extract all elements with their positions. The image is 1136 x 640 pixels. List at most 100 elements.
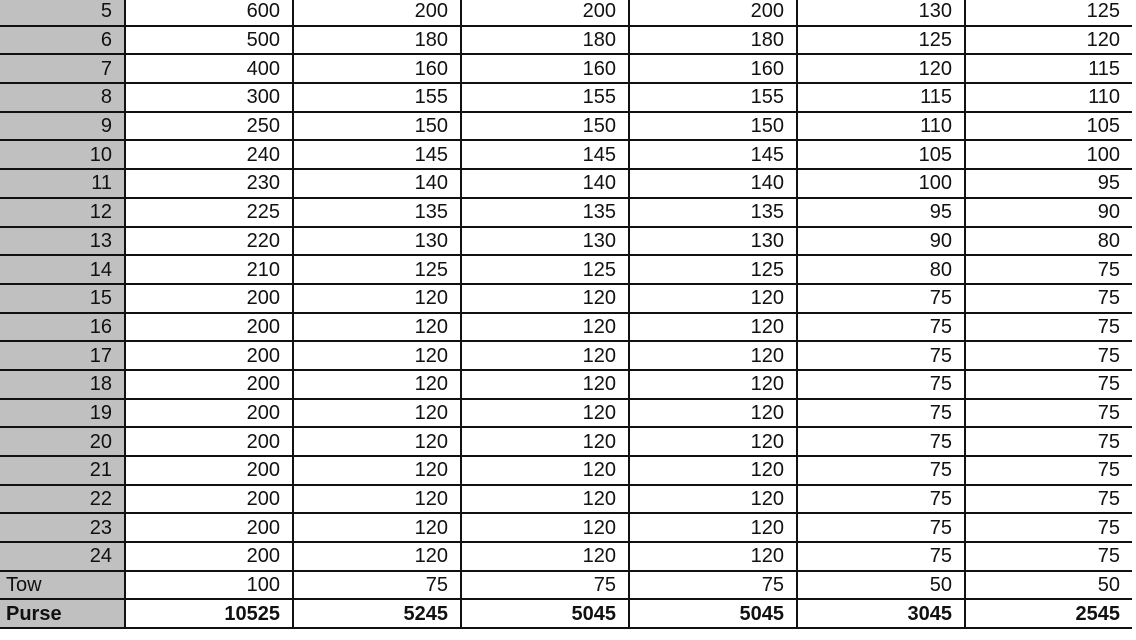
table-row: 20 200 120 120 120 75 75 — [0, 426, 1132, 457]
table-cell: 600 — [124, 0, 294, 27]
table-cell: 145 — [628, 139, 798, 171]
table-row: 9 250 150 150 150 110 105 — [0, 110, 1132, 142]
table-cell: 180 — [460, 24, 630, 56]
table-cell: 230 — [124, 168, 294, 199]
table-cell: 120 — [292, 368, 462, 400]
table-cell: 120 — [460, 368, 630, 400]
table-cell: 75 — [796, 282, 966, 314]
table-cell: 120 — [628, 282, 798, 314]
table-row: 13 220 130 130 130 90 80 — [0, 225, 1132, 257]
table-cell: 120 — [292, 541, 462, 572]
table-cell: 75 — [964, 340, 1132, 371]
table-cell: 120 — [292, 340, 462, 371]
table-cell: 200 — [124, 512, 294, 544]
table-cell: 180 — [628, 24, 798, 56]
table-cell: 75 — [964, 541, 1132, 572]
row-label: 12 — [0, 196, 126, 228]
table-row: 8 300 155 155 155 115 110 — [0, 82, 1132, 113]
row-label: 10 — [0, 139, 126, 171]
table-cell: 95 — [796, 196, 966, 228]
table-cell: 250 — [124, 110, 294, 142]
table-row: 17 200 120 120 120 75 75 — [0, 340, 1132, 371]
table-cell: 120 — [628, 368, 798, 400]
table-row: 18 200 120 120 120 75 75 — [0, 368, 1132, 400]
table-cell: 75 — [796, 541, 966, 572]
table-row: 15 200 120 120 120 75 75 — [0, 282, 1132, 314]
table-cell: 160 — [292, 53, 462, 85]
table-cell: 75 — [796, 426, 966, 457]
table-cell: 200 — [124, 311, 294, 343]
table-cell: 95 — [964, 168, 1132, 199]
table-cell: 10525 — [124, 598, 294, 630]
table-cell: 120 — [292, 282, 462, 314]
table-cell: 130 — [796, 0, 966, 27]
table-cell: 120 — [460, 426, 630, 457]
row-label: 9 — [0, 110, 126, 142]
table-row: 22 200 120 120 120 75 75 — [0, 483, 1132, 515]
table-cell: 140 — [292, 168, 462, 199]
table-cell: 3045 — [796, 598, 966, 630]
table-row: 10 240 145 145 145 105 100 — [0, 139, 1132, 171]
table-cell: 75 — [796, 512, 966, 544]
table-cell: 200 — [124, 397, 294, 429]
table-cell: 140 — [628, 168, 798, 199]
table-cell: 80 — [964, 225, 1132, 257]
table-row: 16 200 120 120 120 75 75 — [0, 311, 1132, 343]
table-cell: 200 — [628, 0, 798, 27]
table-cell: 120 — [628, 397, 798, 429]
table-cell: 120 — [460, 541, 630, 572]
table-cell: 80 — [796, 254, 966, 285]
table-cell: 145 — [460, 139, 630, 171]
table-cell: 120 — [292, 512, 462, 544]
row-label: 24 — [0, 541, 126, 572]
table-cell: 105 — [964, 110, 1132, 142]
table-cell: 130 — [292, 225, 462, 257]
table-cell: 115 — [796, 82, 966, 113]
table-cell: 200 — [124, 483, 294, 515]
table-cell: 125 — [628, 254, 798, 285]
table-cell: 140 — [460, 168, 630, 199]
table-cell: 200 — [292, 0, 462, 27]
table-cell: 110 — [964, 82, 1132, 113]
row-label: 8 — [0, 82, 126, 113]
table-cell: 50 — [964, 569, 1132, 601]
table-cell: 300 — [124, 82, 294, 113]
table-cell: 200 — [124, 455, 294, 486]
table-cell: 75 — [964, 455, 1132, 486]
table-cell: 120 — [460, 512, 630, 544]
table-row: 14 210 125 125 125 80 75 — [0, 254, 1132, 285]
row-label: 13 — [0, 225, 126, 257]
row-label: 5 — [0, 0, 126, 27]
table-cell: 220 — [124, 225, 294, 257]
table-row: 24 200 120 120 120 75 75 — [0, 541, 1132, 572]
table-cell: 120 — [460, 483, 630, 515]
table-cell: 125 — [460, 254, 630, 285]
table-cell: 125 — [796, 24, 966, 56]
table-cell: 200 — [124, 541, 294, 572]
table-cell: 120 — [460, 340, 630, 371]
table-cell: 150 — [292, 110, 462, 142]
table-cell: 115 — [964, 53, 1132, 85]
table-cell: 5245 — [292, 598, 462, 630]
table-cell: 155 — [628, 82, 798, 113]
table-row: 12 225 135 135 135 95 90 — [0, 196, 1132, 228]
table-cell: 200 — [124, 426, 294, 457]
table-row: 23 200 120 120 120 75 75 — [0, 512, 1132, 544]
table-cell: 225 — [124, 196, 294, 228]
table-cell: 500 — [124, 24, 294, 56]
table-cell: 75 — [964, 426, 1132, 457]
table-cell: 75 — [964, 512, 1132, 544]
table-cell: 75 — [628, 569, 798, 601]
row-label: 6 — [0, 24, 126, 56]
table-cell: 160 — [460, 53, 630, 85]
table-row: 6 500 180 180 180 125 120 — [0, 24, 1132, 56]
table-cell: 110 — [796, 110, 966, 142]
table-cell: 5045 — [460, 598, 630, 630]
table-cell: 130 — [460, 225, 630, 257]
purse-total-row: Purse 10525 5245 5045 5045 3045 2545 — [0, 598, 1132, 630]
row-label: 18 — [0, 368, 126, 400]
table-cell: 400 — [124, 53, 294, 85]
row-label: 19 — [0, 397, 126, 429]
table-cell: 105 — [796, 139, 966, 171]
table-cell: 75 — [796, 311, 966, 343]
